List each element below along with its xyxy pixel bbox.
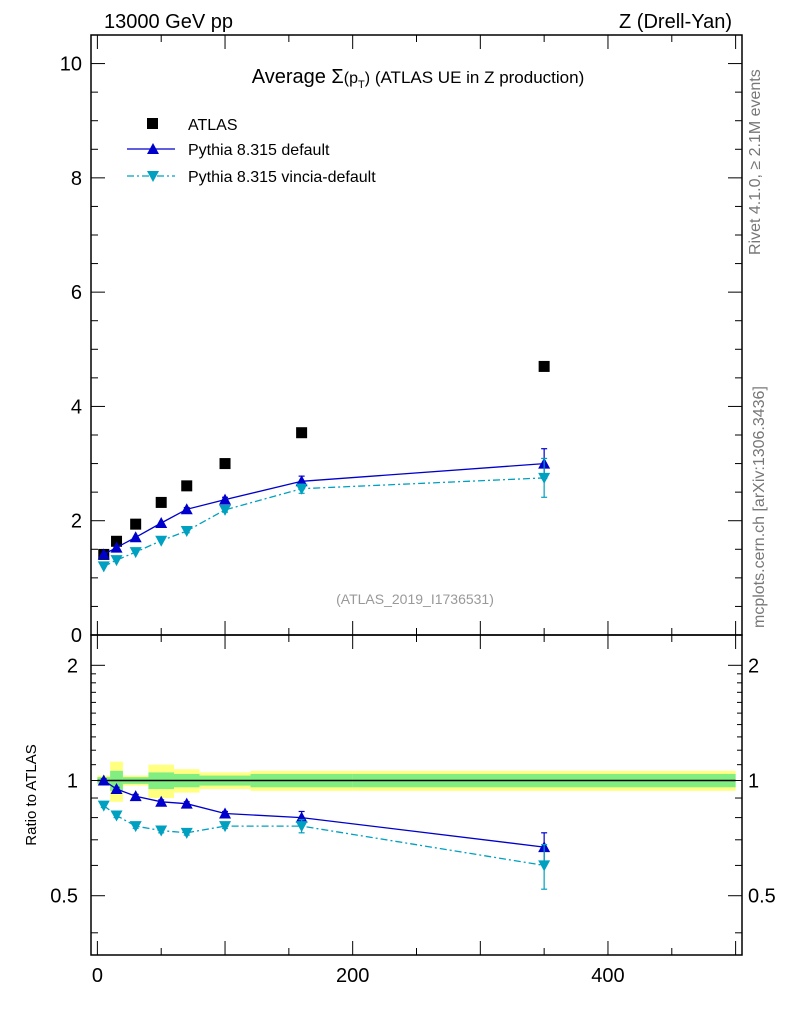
ratio-x-tick-label: 0 [92,965,103,987]
main-point-atlas [155,496,167,508]
main-line-pythia-default [103,462,545,555]
ratio-point-vincia [110,810,123,822]
main-point-vincia [538,472,551,484]
main-point-atlas [219,458,231,470]
process-label: Z (Drell-Yan) [619,11,732,33]
main-y-tick-label: 2 [71,511,82,533]
main-y-tick-label: 10 [60,54,82,76]
title-pt-close: ) [365,70,370,87]
ratio-y-tick-label-right: 2 [748,655,759,677]
main-point-pythia-default [295,475,308,487]
main-point-vincia [129,547,142,559]
ratio-point-vincia [219,821,232,833]
title-sigma: Σ [331,66,343,88]
main-point-pythia-default [129,531,142,543]
title-suffix: (ATLAS UE in Z production) [370,68,584,87]
main-y-tick-label: 4 [71,396,82,418]
ratio-y-tick-label-left: 0.5 [50,886,78,908]
ratio-y-tick-label-right: 0.5 [748,886,776,908]
energy-label: 13000 GeV pp [104,11,233,33]
ratio-point-pythia-default [110,783,123,795]
main-point-vincia [110,555,123,567]
title-prefix: Average [252,66,332,88]
ratio-point-vincia [155,825,168,837]
ratio-panel: 0.5 0.5 1 1 2 2 0 200 400 [50,635,776,987]
main-point-atlas [181,480,193,492]
main-y-tick-label: 0 [71,625,82,647]
legend-label-vincia: Pythia 8.315 vincia-default [188,169,376,186]
ratio-x-tick-label: 200 [336,965,369,987]
legend-label-atlas: ATLAS [188,117,238,134]
main-point-pythia-default [155,517,168,528]
ratio-y-tick-label-left: 2 [67,655,78,677]
legend-marker-atlas [147,118,158,129]
main-line-vincia [103,477,545,567]
ratio-point-vincia [129,821,142,833]
ratio-point-pythia-default [97,774,110,786]
main-point-pythia-default [219,493,232,505]
main-point-vincia [180,526,193,537]
title-pt-sub: T [358,79,365,91]
main-point-pythia-default [180,503,193,515]
main-y-tick-label: 6 [71,282,82,304]
main-y-tick-label: 8 [71,168,82,190]
legend-marker-vincia [147,171,159,182]
analysis-id: (ATLAS_2019_I1736531) [336,591,494,607]
main-panel: 0 2 4 6 8 10 [60,34,742,647]
ratio-x-tick-label: 400 [591,965,624,987]
main-point-vincia [97,561,110,573]
main-title: Average Σ(pT) (ATLAS UE in Z production) [252,66,585,91]
ratio-line-vincia [103,805,545,867]
main-point-vincia [295,483,308,495]
title-pt-open: (p [344,70,358,87]
main-point-atlas [538,360,550,372]
main-point-vincia [155,535,168,547]
ratio-y-tick-label-right: 1 [748,771,759,793]
ratio-point-vincia [97,800,110,812]
rivet-version-label: Rivet 4.1.0, ≥ 2.1M events [747,69,764,255]
legend-marker-pythia-default [147,143,159,154]
main-point-pythia-default [97,548,110,560]
mcplots-label: mcplots.cern.ch [arXiv:1306.3436] [751,386,768,628]
legend-label-pythia-default: Pythia 8.315 default [188,142,330,159]
ratio-point-vincia [180,827,193,839]
ratio-point-pythia-default [155,795,168,807]
main-point-atlas [296,427,308,439]
ratio-point-vincia [295,821,308,833]
legend: ATLAS Pythia 8.315 default Pythia 8.315 … [127,117,376,186]
main-point-atlas [111,535,123,547]
ratio-y-label: Ratio to ATLAS [23,744,40,845]
ratio-frame [90,634,743,956]
ratio-point-pythia-default [180,797,193,809]
main-point-pythia-default [110,541,123,553]
ratio-point-vincia [538,860,551,872]
ratio-y-tick-label-left: 1 [67,771,78,793]
ratio-point-pythia-default [219,807,232,819]
ratio-point-pythia-default [129,790,142,802]
main-point-atlas [130,518,142,530]
main-point-vincia [219,504,232,516]
